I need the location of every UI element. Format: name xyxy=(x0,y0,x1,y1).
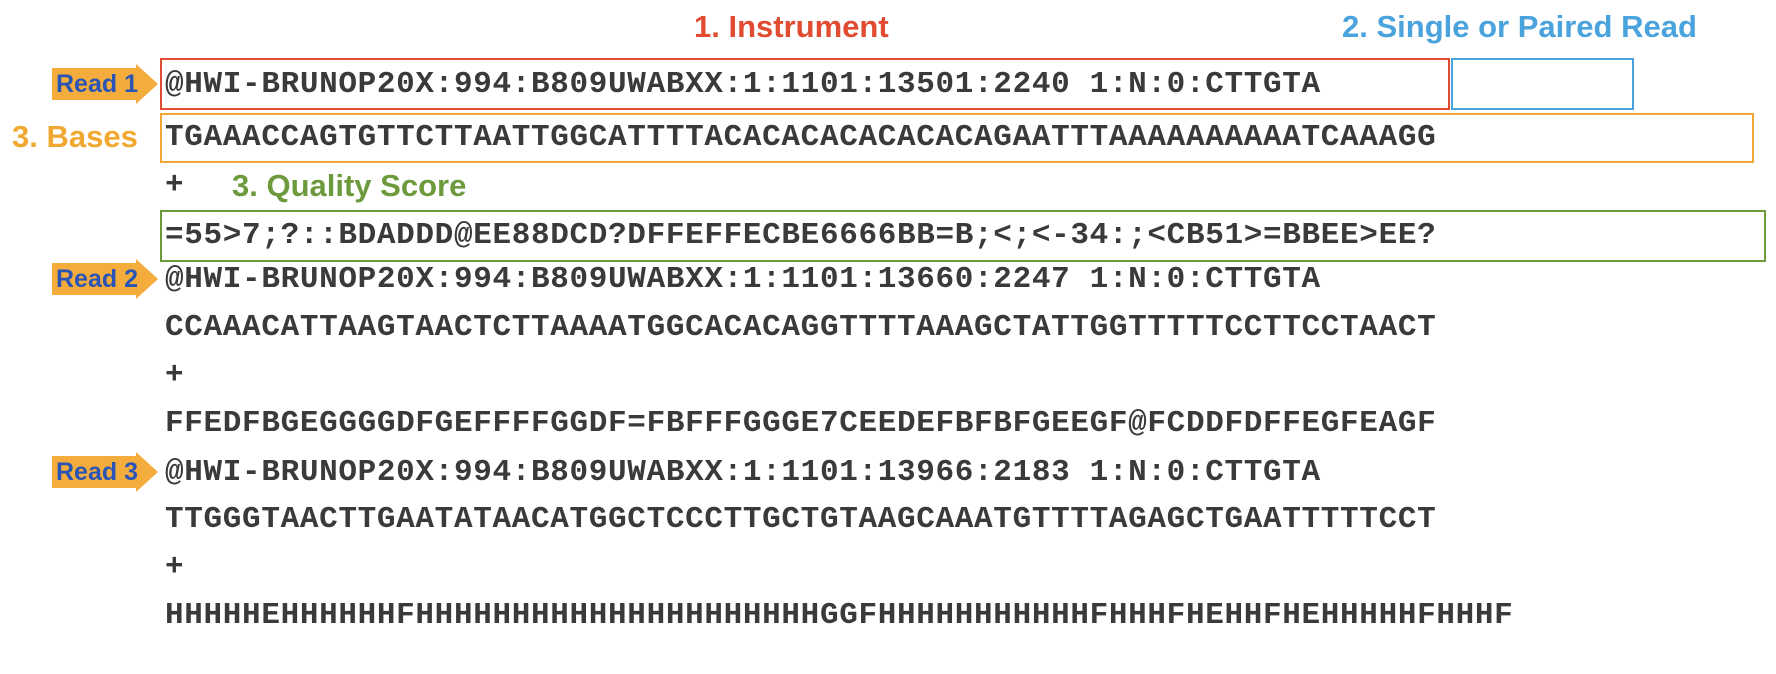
read-2-header-instrument: @HWI-BRUNOP20X:994:B809UWABXX:1:1101:136… xyxy=(165,262,1206,297)
read-1-quality: =55>7;?::BDADDD@EE88DCD?DFFEFFECBE6666BB… xyxy=(165,218,1437,253)
read-2-header-index: CTTGTA xyxy=(1205,262,1321,297)
read-2-separator: + xyxy=(165,358,185,393)
read-tag-3: Read 3 xyxy=(52,452,158,492)
read-3-quality: HHHHHEHHHHHHFHHHHHHHHHHHHHHHHHHHHHGGFHHH… xyxy=(165,598,1514,633)
read-1-header: @HWI-BRUNOP20X:994:B809UWABXX:1:1101:135… xyxy=(165,67,1321,103)
read-arrow-icon xyxy=(52,452,158,492)
read-type-label: 2. Single or Paired Read xyxy=(1342,9,1697,44)
bases-label: 3. Bases xyxy=(12,119,138,154)
instrument-box xyxy=(160,58,1450,110)
read-tag-label: Read 3 xyxy=(56,458,138,486)
read-1-separator: + xyxy=(165,168,185,203)
read-3-header: @HWI-BRUNOP20X:994:B809UWABXX:1:1101:139… xyxy=(165,455,1321,491)
bases-box xyxy=(160,113,1754,163)
read-arrow-icon xyxy=(52,259,158,299)
read-tag-2: Read 2 xyxy=(52,259,158,299)
read-1-header-index: CTTGTA xyxy=(1205,67,1321,102)
instrument-label: 1. Instrument xyxy=(694,9,889,44)
read-2-bases: CCAAACATTAAGTAACTCTTAAAATGGCACACAGGTTTTA… xyxy=(165,310,1437,345)
read-arrow-icon xyxy=(52,64,158,104)
read-3-bases: TTGGGTAACTTGAATATAACATGGCTCCCTTGCTGTAAGC… xyxy=(165,502,1437,537)
read-3-header-index: CTTGTA xyxy=(1205,455,1321,490)
read-2-quality: FFEDFBGEGGGGDFGEFFFFGGDF=FBFFFGGGE7CEEDE… xyxy=(165,406,1437,441)
read-tag-label: Read 1 xyxy=(56,70,138,98)
quality-score-box xyxy=(160,210,1766,262)
read-2-header: @HWI-BRUNOP20X:994:B809UWABXX:1:1101:136… xyxy=(165,262,1321,298)
quality-score-label: 3. Quality Score xyxy=(232,168,467,203)
read-3-header-instrument: @HWI-BRUNOP20X:994:B809UWABXX:1:1101:139… xyxy=(165,455,1206,490)
read-3-separator: + xyxy=(165,550,185,585)
read-tag-1: Read 1 xyxy=(52,64,158,104)
read-type-box xyxy=(1451,58,1634,110)
read-1-header-instrument: @HWI-BRUNOP20X:994:B809UWABXX:1:1101:135… xyxy=(165,67,1206,102)
read-tag-label: Read 2 xyxy=(56,265,138,293)
read-1-bases: TGAAACCAGTGTTCTTAATTGGCATTTTACACACACACAC… xyxy=(165,120,1437,155)
